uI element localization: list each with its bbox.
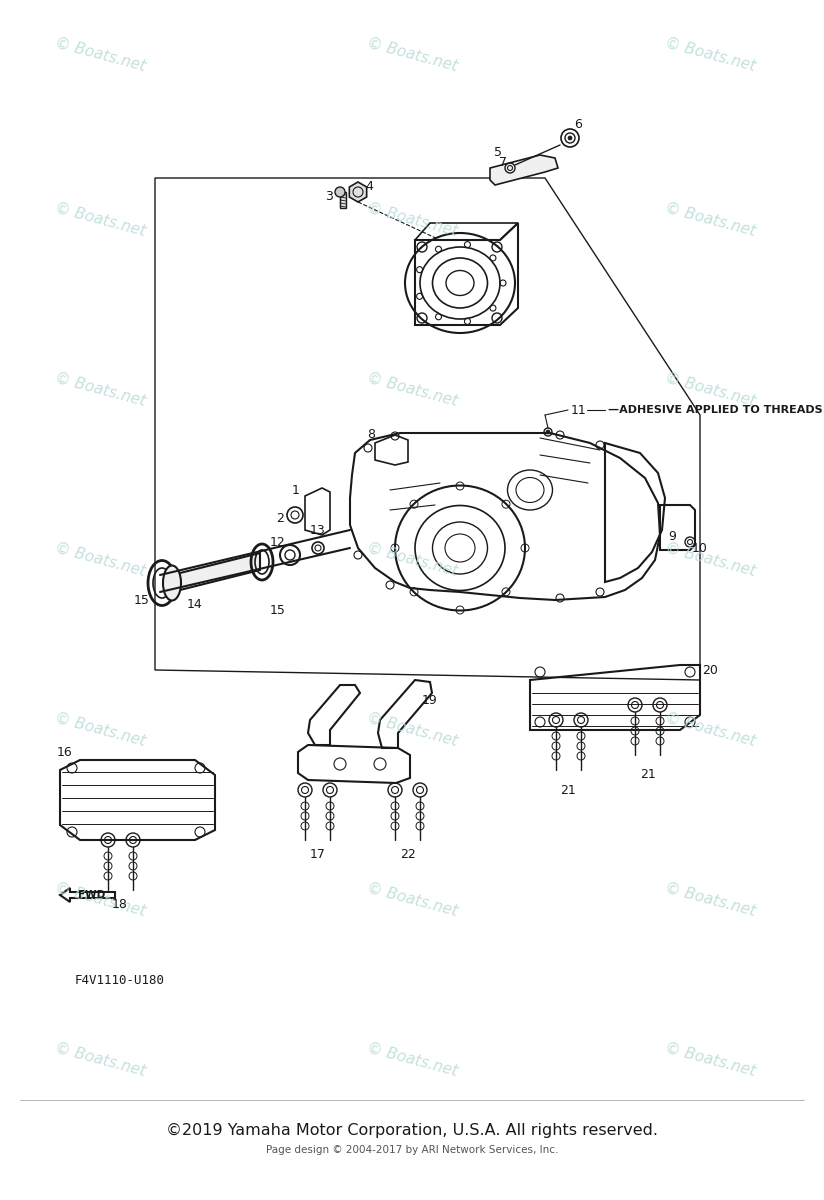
Text: F4V1110-U180: F4V1110-U180: [75, 973, 165, 986]
Circle shape: [568, 136, 572, 140]
Text: 2: 2: [276, 511, 284, 524]
Text: FWD: FWD: [78, 890, 105, 900]
Text: 20: 20: [702, 664, 718, 677]
Text: —ADHESIVE APPLIED TO THREADS: —ADHESIVE APPLIED TO THREADS: [608, 404, 822, 415]
Text: 16: 16: [57, 745, 73, 758]
Text: 1: 1: [292, 484, 300, 497]
Text: © Boats.net: © Boats.net: [53, 1040, 147, 1079]
Text: 6: 6: [574, 119, 582, 132]
Text: 10: 10: [692, 541, 708, 554]
Text: © Boats.net: © Boats.net: [365, 1040, 459, 1079]
Circle shape: [546, 430, 550, 434]
Text: © Boats.net: © Boats.net: [365, 200, 459, 239]
Text: © Boats.net: © Boats.net: [365, 881, 459, 919]
Text: © Boats.net: © Boats.net: [663, 710, 757, 749]
Text: 18: 18: [112, 899, 128, 912]
Text: 11: 11: [571, 403, 587, 416]
Text: 5: 5: [494, 145, 502, 158]
Text: 17: 17: [310, 848, 326, 862]
Text: 15: 15: [134, 594, 150, 606]
Text: 15: 15: [270, 604, 286, 617]
Ellipse shape: [163, 565, 181, 600]
Text: © Boats.net: © Boats.net: [663, 881, 757, 919]
Text: © Boats.net: © Boats.net: [53, 710, 147, 749]
Text: 8: 8: [367, 427, 375, 440]
Text: © Boats.net: © Boats.net: [53, 881, 147, 919]
Text: 4: 4: [365, 180, 373, 193]
Polygon shape: [172, 553, 260, 592]
Text: 9: 9: [668, 529, 676, 542]
Text: 3: 3: [325, 190, 333, 203]
Text: © Boats.net: © Boats.net: [663, 200, 757, 239]
Text: © Boats.net: © Boats.net: [663, 1040, 757, 1079]
Text: 13: 13: [310, 523, 325, 536]
Text: © Boats.net: © Boats.net: [663, 36, 757, 74]
Text: 12: 12: [270, 536, 286, 550]
Text: © Boats.net: © Boats.net: [53, 36, 147, 74]
Text: © Boats.net: © Boats.net: [53, 371, 147, 409]
Text: 7: 7: [499, 156, 507, 168]
Text: 22: 22: [400, 848, 416, 862]
Text: © Boats.net: © Boats.net: [53, 200, 147, 239]
Polygon shape: [490, 155, 558, 185]
Text: © Boats.net: © Boats.net: [365, 541, 459, 580]
Text: © Boats.net: © Boats.net: [365, 36, 459, 74]
Text: ©2019 Yamaha Motor Corporation, U.S.A. All rights reserved.: ©2019 Yamaha Motor Corporation, U.S.A. A…: [166, 1122, 658, 1138]
Text: © Boats.net: © Boats.net: [365, 371, 459, 409]
Polygon shape: [340, 192, 346, 208]
Text: © Boats.net: © Boats.net: [663, 541, 757, 580]
Text: © Boats.net: © Boats.net: [663, 371, 757, 409]
Circle shape: [335, 187, 345, 197]
Text: 14: 14: [187, 599, 203, 612]
Text: 21: 21: [560, 784, 576, 797]
Text: © Boats.net: © Boats.net: [53, 541, 147, 580]
Text: 21: 21: [640, 768, 656, 781]
Text: Page design © 2004-2017 by ARI Network Services, Inc.: Page design © 2004-2017 by ARI Network S…: [266, 1145, 558, 1154]
Text: 19: 19: [422, 694, 438, 707]
Text: © Boats.net: © Boats.net: [365, 710, 459, 749]
